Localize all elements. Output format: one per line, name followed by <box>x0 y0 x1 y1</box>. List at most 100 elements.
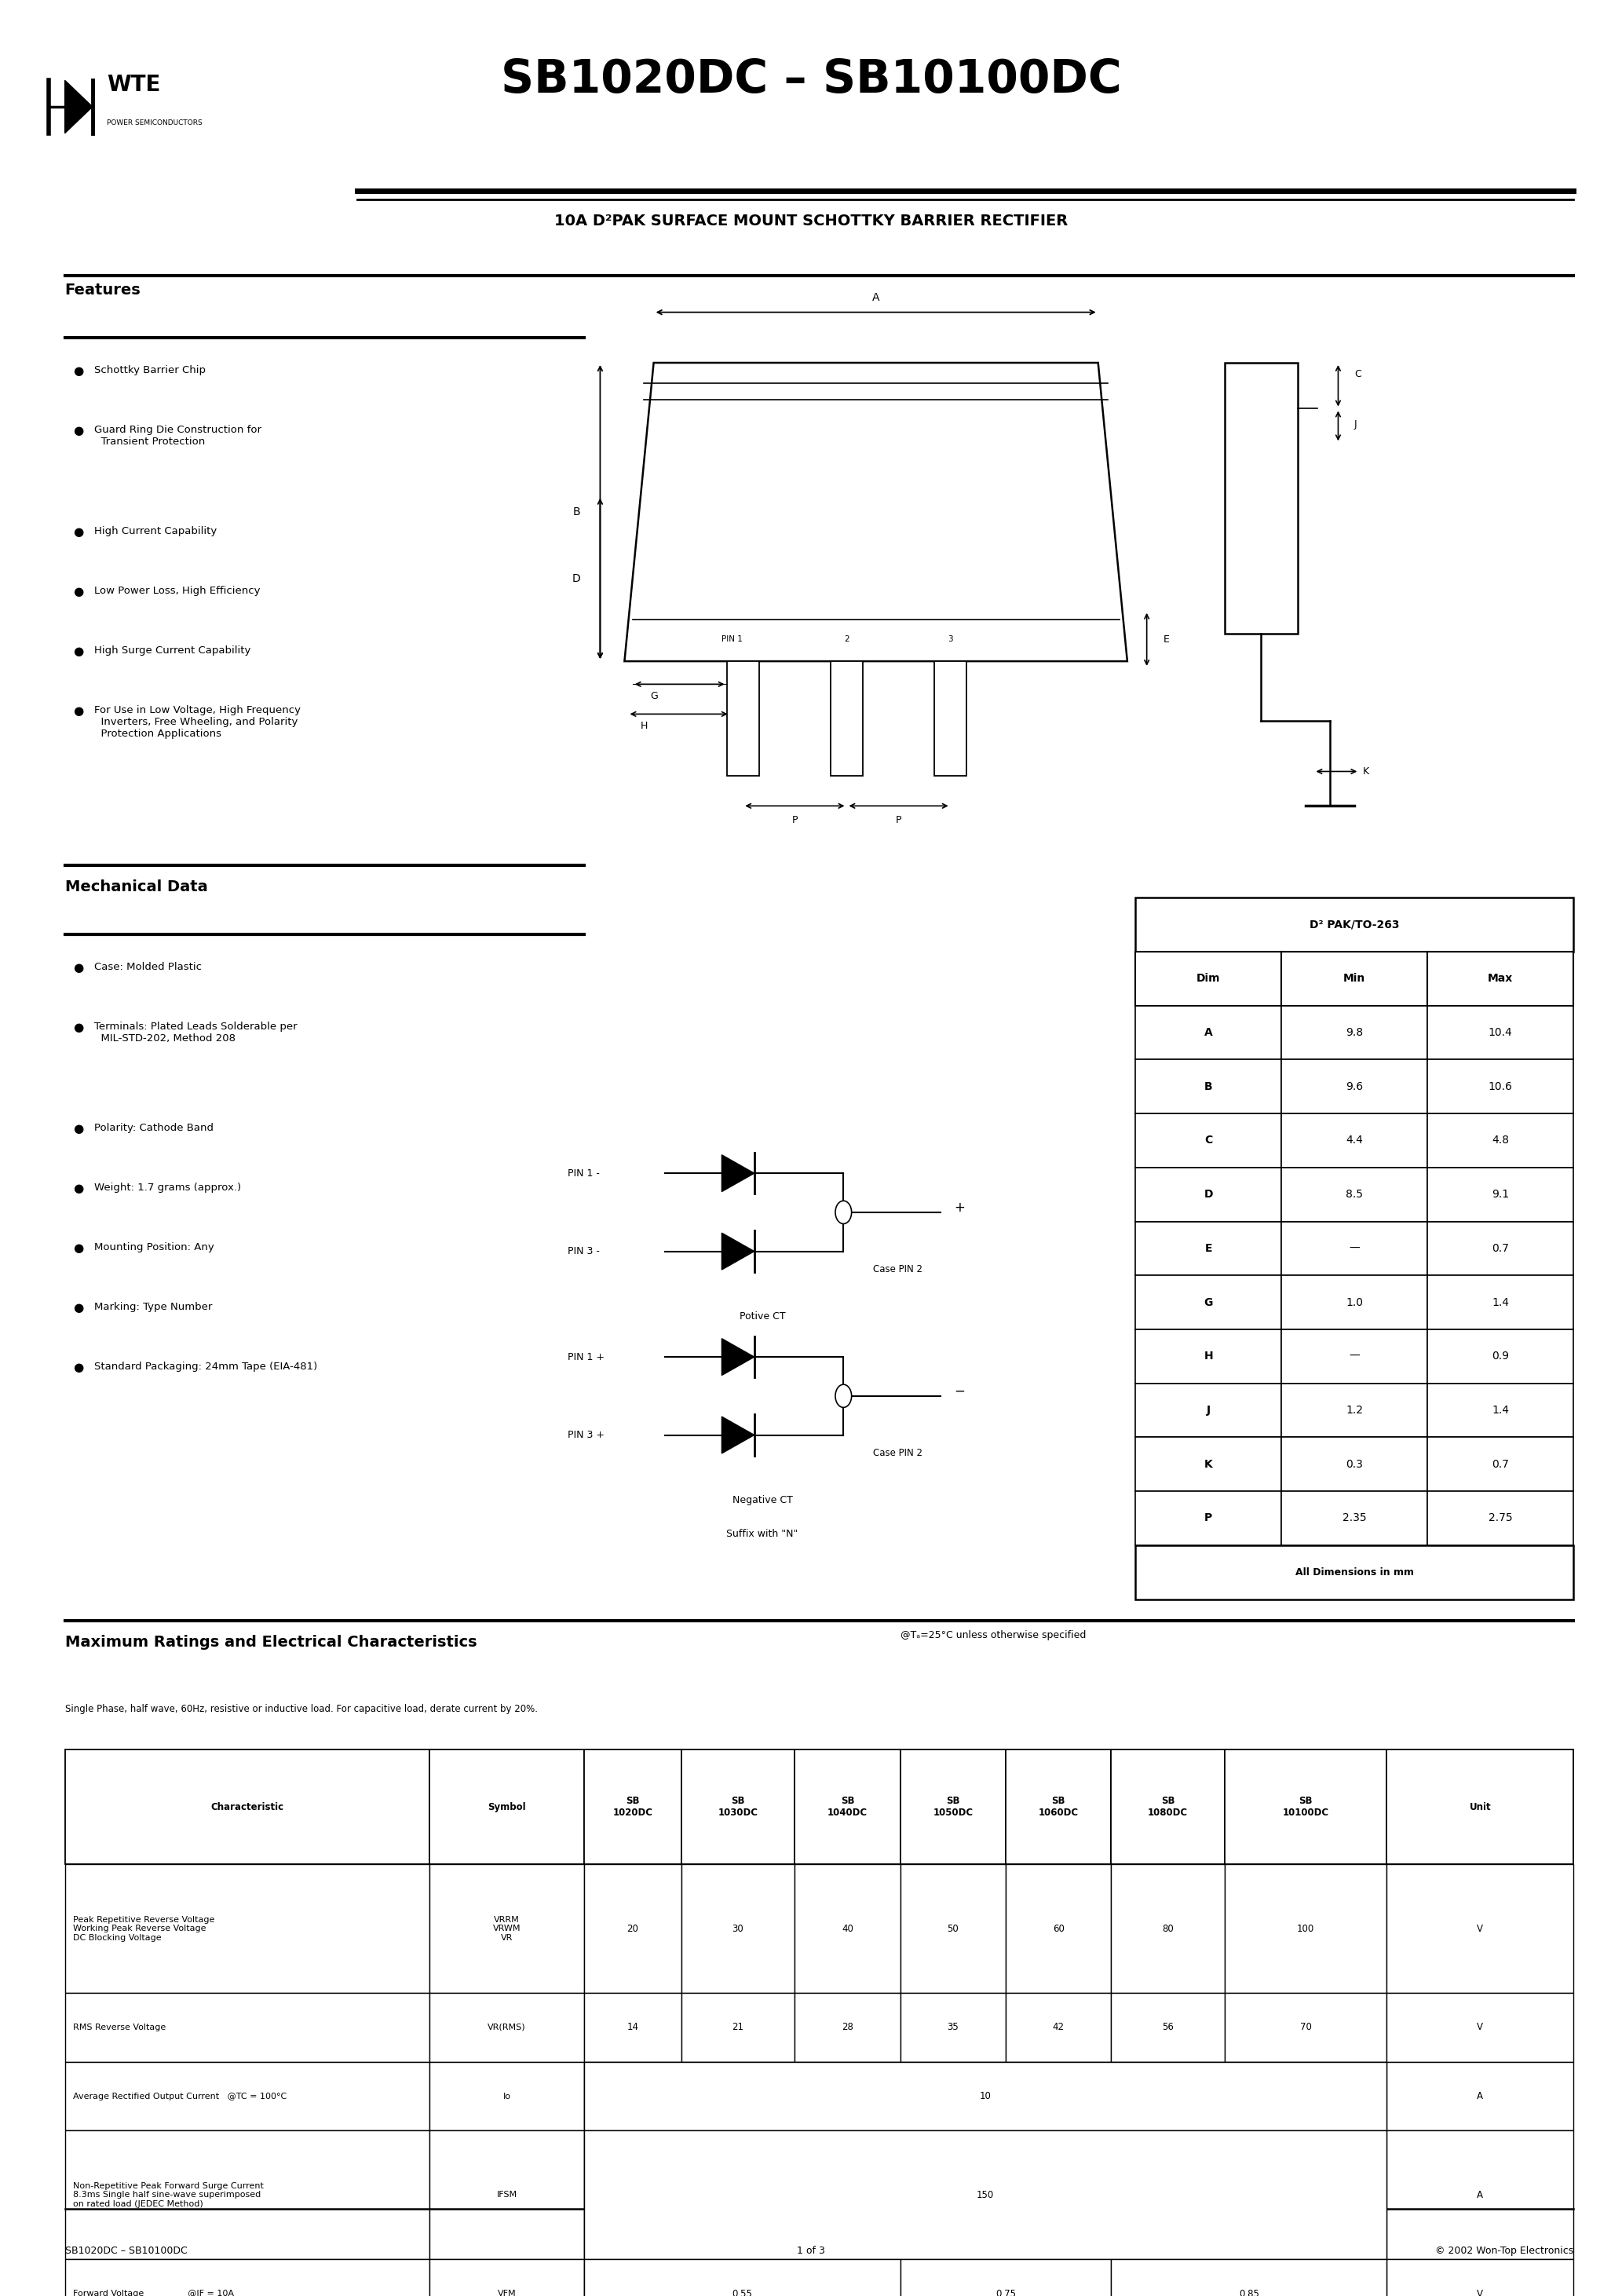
Text: 10: 10 <box>980 2092 991 2101</box>
Text: Terminals: Plated Leads Solderable per
  MIL-STD-202, Method 208: Terminals: Plated Leads Solderable per M… <box>94 1022 297 1045</box>
Bar <box>1281 1114 1427 1169</box>
Text: PIN 3 -: PIN 3 - <box>568 1247 600 1256</box>
Text: Standard Packaging: 24mm Tape (EIA-481): Standard Packaging: 24mm Tape (EIA-481) <box>94 1362 318 1371</box>
Text: Suffix with "N": Suffix with "N" <box>727 1529 798 1538</box>
Bar <box>900 1993 1006 2062</box>
Text: 0.9: 0.9 <box>1492 1350 1508 1362</box>
Bar <box>430 2131 584 2259</box>
Text: 80: 80 <box>1161 1924 1174 1933</box>
Bar <box>795 1750 900 1864</box>
Bar <box>1281 1006 1427 1061</box>
Text: 0.3: 0.3 <box>1346 1458 1362 1469</box>
Text: Case: Molded Plastic: Case: Molded Plastic <box>94 962 201 971</box>
Text: Single Phase, half wave, 60Hz, resistive or inductive load. For capacitive load,: Single Phase, half wave, 60Hz, resistive… <box>65 1704 537 1713</box>
Text: SB
1020DC: SB 1020DC <box>613 1795 652 1818</box>
Text: VR(RMS): VR(RMS) <box>488 2023 526 2032</box>
Bar <box>727 661 759 776</box>
Text: WTE: WTE <box>107 73 161 96</box>
Text: P: P <box>895 815 902 824</box>
Text: PIN 1 +: PIN 1 + <box>568 1352 605 1362</box>
Bar <box>584 2259 900 2296</box>
Text: 9.6: 9.6 <box>1346 1081 1362 1093</box>
Text: ●: ● <box>73 1182 83 1194</box>
Bar <box>1427 1277 1573 1329</box>
Text: RMS Reverse Voltage: RMS Reverse Voltage <box>73 2023 165 2032</box>
Text: Weight: 1.7 grams (approx.): Weight: 1.7 grams (approx.) <box>94 1182 242 1192</box>
Text: ●: ● <box>73 425 83 436</box>
Bar <box>900 2259 1111 2296</box>
Bar <box>1281 1061 1427 1114</box>
Bar <box>430 1750 584 1864</box>
Bar <box>1111 1864 1225 1993</box>
Bar <box>681 1750 795 1864</box>
Bar <box>65 2131 430 2259</box>
Text: 9.1: 9.1 <box>1492 1189 1508 1201</box>
Text: Mounting Position: Any: Mounting Position: Any <box>94 1242 214 1251</box>
Bar <box>1135 1384 1281 1437</box>
Text: 56: 56 <box>1161 2023 1174 2032</box>
Bar <box>1427 953 1573 1006</box>
Bar <box>65 1864 430 1993</box>
Text: Case PIN 2: Case PIN 2 <box>873 1449 921 1458</box>
Text: 1 of 3: 1 of 3 <box>796 2245 826 2255</box>
Text: 1.0: 1.0 <box>1346 1297 1362 1309</box>
Text: 30: 30 <box>732 1924 744 1933</box>
Text: V: V <box>1478 2023 1483 2032</box>
Text: B: B <box>1204 1081 1213 1093</box>
Bar <box>900 1864 1006 1993</box>
Bar <box>1135 1329 1281 1384</box>
Text: ●: ● <box>73 365 83 377</box>
Bar <box>1006 1864 1111 1993</box>
Text: A: A <box>1478 2092 1483 2101</box>
Bar <box>900 1750 1006 1864</box>
Text: D: D <box>573 574 581 583</box>
Bar <box>1387 1750 1573 1864</box>
Bar <box>681 1864 795 1993</box>
Bar <box>795 2131 900 2259</box>
Text: 1.4: 1.4 <box>1492 1297 1508 1309</box>
Text: K: K <box>1362 767 1369 776</box>
Text: ●: ● <box>73 526 83 537</box>
Bar <box>681 2131 795 2259</box>
Text: K: K <box>1204 1458 1213 1469</box>
Text: D: D <box>1204 1189 1213 1201</box>
Bar <box>1387 2131 1573 2259</box>
Text: Guard Ring Die Construction for
  Transient Protection: Guard Ring Die Construction for Transien… <box>94 425 261 448</box>
Bar <box>1111 2062 1225 2131</box>
Bar <box>65 1750 430 1864</box>
Text: 2: 2 <box>843 636 850 643</box>
Text: 10.6: 10.6 <box>1489 1081 1512 1093</box>
Bar <box>1387 1993 1573 2062</box>
Text: Polarity: Cathode Band: Polarity: Cathode Band <box>94 1123 214 1132</box>
Bar <box>430 2062 584 2131</box>
Text: 8.5: 8.5 <box>1346 1189 1362 1201</box>
Text: ●: ● <box>73 645 83 657</box>
Bar <box>795 2259 900 2296</box>
Bar <box>1111 2131 1225 2259</box>
Text: Symbol: Symbol <box>488 1802 526 1812</box>
Text: 4.4: 4.4 <box>1346 1134 1362 1146</box>
Bar <box>1135 1061 1281 1114</box>
Text: For Use in Low Voltage, High Frequency
  Inverters, Free Wheeling, and Polarity
: For Use in Low Voltage, High Frequency I… <box>94 705 300 739</box>
Bar <box>1225 2259 1387 2296</box>
Bar <box>1281 1384 1427 1437</box>
Text: 60: 60 <box>1053 1924 1064 1933</box>
Bar <box>584 1993 681 2062</box>
Bar <box>1427 1437 1573 1492</box>
Bar <box>1427 1384 1573 1437</box>
Text: VRRM
VRWM
VR: VRRM VRWM VR <box>493 1915 521 1942</box>
Text: ●: ● <box>73 705 83 716</box>
Bar <box>1135 1169 1281 1221</box>
Bar <box>1135 953 1281 1006</box>
Bar <box>1135 1492 1281 1545</box>
Bar <box>1111 1993 1225 2062</box>
Text: SB
1030DC: SB 1030DC <box>719 1795 757 1818</box>
Text: 35: 35 <box>947 2023 959 2032</box>
Text: Min: Min <box>1343 974 1366 985</box>
Text: Average Rectified Output Current   @TC = 100°C: Average Rectified Output Current @TC = 1… <box>73 2092 287 2101</box>
Text: 100: 100 <box>1298 1924 1314 1933</box>
Text: +: + <box>954 1201 965 1215</box>
Text: 10.4: 10.4 <box>1489 1026 1512 1038</box>
Bar <box>1281 1169 1427 1221</box>
Text: B: B <box>573 507 581 517</box>
